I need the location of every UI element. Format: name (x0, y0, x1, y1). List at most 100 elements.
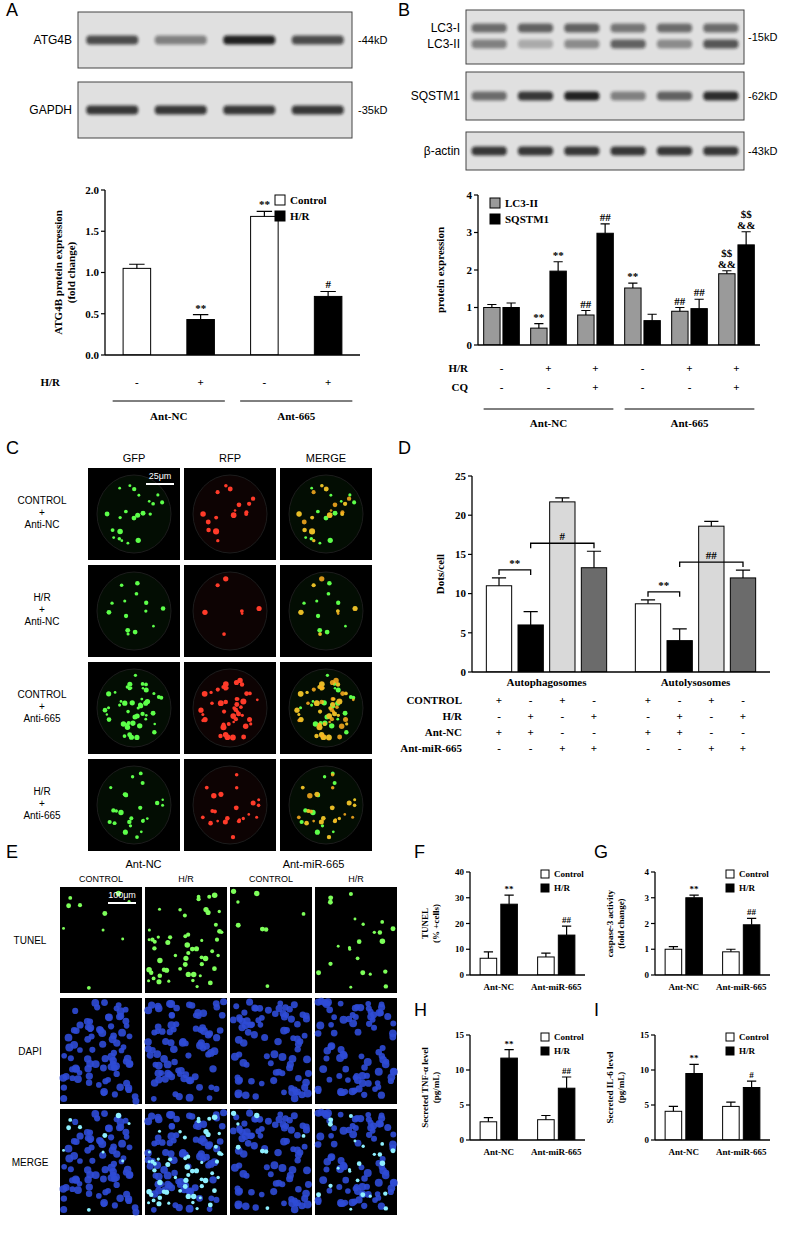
image-background (184, 565, 276, 657)
y-tick-label: 10 (640, 1065, 650, 1075)
label-line: ## (562, 915, 572, 925)
gfp-puncta (144, 688, 149, 693)
rfp-puncta (201, 719, 204, 722)
nucleus (87, 1135, 95, 1143)
cell-outline (97, 572, 171, 650)
nucleus (236, 1188, 243, 1195)
row-value: + (559, 694, 565, 706)
nucleus (315, 1141, 322, 1148)
bar (597, 233, 613, 345)
rfp-puncta (294, 707, 299, 712)
nucleus (209, 1065, 216, 1072)
nucleus (169, 1123, 175, 1129)
nucleus (193, 1026, 199, 1032)
y-tick-label: 1 (467, 301, 473, 313)
bar (558, 1088, 575, 1140)
bar-chart: **#051015Secreted IL-6 level(pg/mL)Ant-N… (605, 1030, 770, 1157)
scale-bar (108, 902, 136, 904)
row-value: - (497, 742, 501, 754)
error-bar (742, 232, 751, 245)
nucleus (241, 1010, 247, 1016)
gfp-puncta (304, 536, 307, 539)
nucleus (100, 1065, 107, 1072)
rfp-puncta (223, 576, 228, 581)
gfp-puncta (305, 821, 309, 825)
nucleus (114, 1182, 120, 1188)
nucleus (264, 1053, 270, 1059)
tunel-positive (190, 1169, 195, 1174)
nucleus (331, 1014, 337, 1020)
rfp-puncta (321, 734, 327, 740)
bars (665, 895, 760, 975)
row-value: - (741, 694, 745, 706)
gfp-puncta (310, 704, 313, 707)
row-value: - (646, 742, 650, 754)
nucleus (258, 1133, 264, 1139)
significance: ** (505, 1039, 515, 1049)
y-tick-label: 15 (455, 548, 467, 560)
gfp-puncta (315, 599, 318, 602)
legend-swatch (726, 1047, 734, 1055)
tunel-positive (157, 973, 162, 978)
cell-outline (97, 766, 171, 844)
gfp-puncta (343, 502, 347, 506)
tunel-positive (199, 974, 202, 977)
nucleus (170, 1045, 178, 1053)
rfp-puncta (297, 815, 301, 819)
blot-band (657, 92, 692, 101)
panel-label: D (398, 438, 411, 458)
row-value: + (740, 710, 746, 722)
nucleus (305, 1070, 312, 1077)
nucleus (288, 1126, 295, 1133)
gfp-puncta (118, 810, 123, 815)
nucleus (76, 1132, 83, 1139)
legend-swatch (541, 1033, 549, 1041)
nucleus (370, 1128, 376, 1134)
nucleus (303, 1013, 310, 1020)
tunel-positive (328, 895, 333, 900)
tunel-positive (121, 938, 124, 941)
nucleus (123, 1007, 129, 1013)
nucleus (126, 1060, 134, 1068)
gfp-puncta (330, 702, 334, 706)
tunel-positive (127, 1122, 130, 1125)
gfp-puncta (125, 628, 130, 633)
gfp-puncta (336, 601, 340, 605)
gfp-puncta (324, 487, 328, 491)
error-bar (695, 299, 704, 308)
y-tick (474, 344, 478, 345)
tunel-positive (328, 1184, 332, 1188)
band-label: LC3-ILC3-II (427, 21, 460, 51)
row-label: Ant-miR-665 (400, 742, 462, 754)
band-label: SQSTM1 (411, 89, 461, 103)
nucleus (193, 1012, 199, 1018)
nucleus (270, 1188, 277, 1195)
gfp-puncta (298, 691, 303, 696)
nucleus (236, 1162, 242, 1168)
cell-outline (289, 669, 363, 747)
tunel-positive (68, 1118, 72, 1122)
gfp-puncta (144, 683, 148, 687)
micrograph (88, 565, 180, 657)
nucleus (371, 1136, 377, 1142)
y-axis-label: ATG4B protein expression(fold change) (52, 210, 78, 335)
row-label: H/R (40, 376, 61, 388)
nucleus (68, 1055, 74, 1061)
gfp-puncta (348, 493, 351, 496)
rfp-puncta (336, 699, 342, 705)
blot-band (564, 147, 599, 156)
gfp-puncta (107, 610, 112, 615)
nucleus (371, 1025, 377, 1031)
significance-bracket (499, 570, 531, 575)
label-line: ## (562, 1066, 572, 1076)
bar-chart: **##01234caspase-3 activity(fold change)… (605, 867, 770, 992)
nucleus (196, 1195, 203, 1202)
rfp-puncta (234, 805, 239, 810)
x-axis (655, 1139, 770, 1140)
rfp-puncta (218, 734, 222, 738)
significance: ## (580, 298, 592, 310)
nucleus (230, 1128, 237, 1135)
nucleus (294, 1132, 301, 1139)
bar (503, 308, 519, 346)
rfp-puncta (231, 512, 237, 518)
